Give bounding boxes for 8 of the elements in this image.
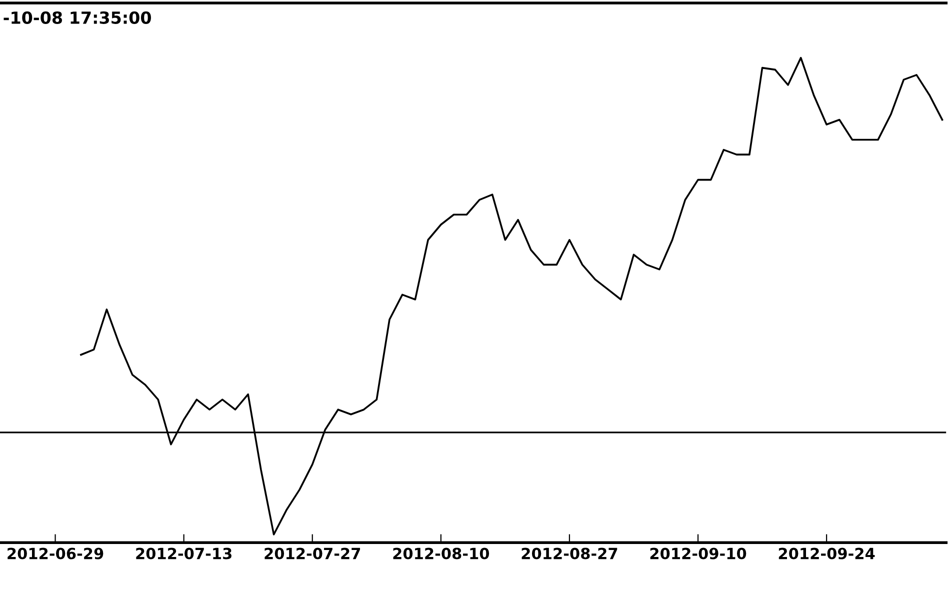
chart-title: -10-08 17:35:00 <box>4 11 151 24</box>
x-tick-label: 2012-06-29 <box>8 548 104 560</box>
x-tick-label: 2012-09-24 <box>778 548 875 560</box>
x-tick-label: 2012-07-27 <box>264 548 360 560</box>
x-tick-label: 2012-07-13 <box>136 548 232 560</box>
x-tick-label: 2012-09-10 <box>650 548 746 560</box>
x-tick-label: 2012-08-27 <box>522 548 618 560</box>
x-tick-label: 2012-08-10 <box>393 548 490 560</box>
